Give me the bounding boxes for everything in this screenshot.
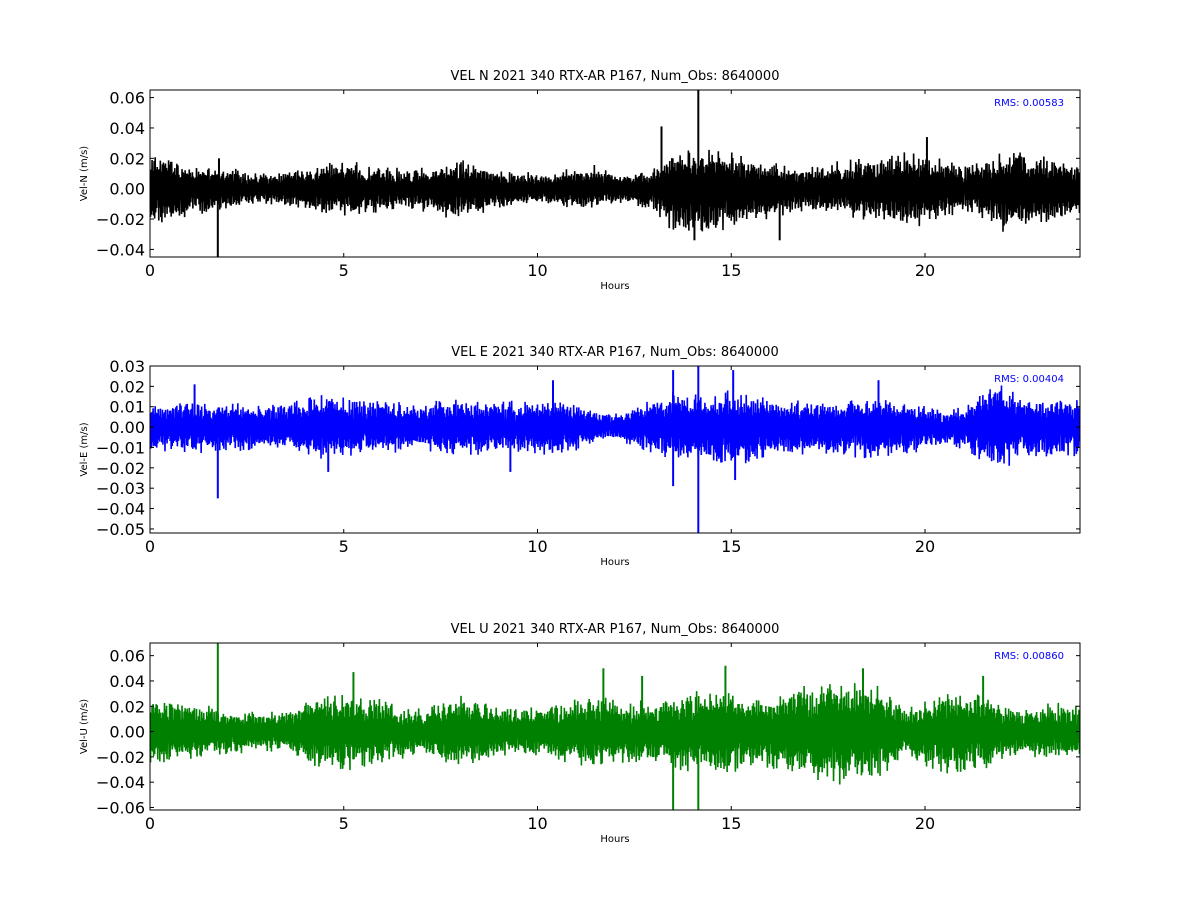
plot-frame bbox=[149, 89, 1081, 258]
y-tick-label: 0.04 bbox=[109, 119, 145, 138]
y-tick-label: 0.02 bbox=[109, 377, 145, 396]
x-tick-label: 10 bbox=[527, 261, 547, 280]
y-tick-label: 0.04 bbox=[109, 672, 145, 691]
y-tick-label: 0.06 bbox=[109, 89, 145, 108]
y-tick-label: −0.02 bbox=[96, 748, 145, 767]
y-tick-label: −0.05 bbox=[96, 520, 145, 539]
rms-annotation: RMS: 0.00583 bbox=[994, 98, 1064, 109]
series-line bbox=[150, 149, 1080, 232]
series-trace bbox=[150, 643, 1080, 810]
y-tick-label: 0.03 bbox=[109, 357, 145, 376]
chart-title: VEL N 2021 340 RTX-AR P167, Num_Obs: 864… bbox=[451, 69, 780, 84]
y-tick-label: −0.06 bbox=[96, 798, 145, 817]
y-tick-label: 0.02 bbox=[109, 697, 145, 716]
y-tick-label: −0.03 bbox=[96, 479, 145, 498]
x-tick-label: 5 bbox=[339, 537, 349, 556]
x-tick-label: 5 bbox=[339, 261, 349, 280]
x-tick-label: 10 bbox=[527, 814, 547, 833]
x-axis-label: Hours bbox=[600, 281, 629, 292]
y-tick-label: 0.01 bbox=[109, 398, 145, 417]
chart-title: VEL U 2021 340 RTX-AR P167, Num_Obs: 864… bbox=[451, 622, 780, 637]
y-tick-label: −0.01 bbox=[96, 438, 145, 457]
y-tick-label: −0.02 bbox=[96, 210, 145, 229]
x-tick-label: 20 bbox=[915, 537, 935, 556]
x-axis-label: Hours bbox=[600, 557, 629, 568]
y-tick-label: −0.04 bbox=[96, 240, 145, 259]
plot-frame bbox=[149, 365, 1081, 534]
series-trace bbox=[150, 366, 1080, 533]
y-axis-label: Vel-N (m/s) bbox=[79, 146, 90, 201]
y-tick-label: 0.02 bbox=[109, 149, 145, 168]
y-tick-label: 0.06 bbox=[109, 647, 145, 666]
y-tick-label: 0.00 bbox=[109, 418, 145, 437]
panel-3: 0 5 10 15 20 −0.06 −0.04 −0.02 0.00 0.02 0.04 0.06 V… bbox=[79, 622, 1081, 845]
y-axis-label: Vel-E (m/s) bbox=[79, 422, 90, 476]
chart-title: VEL E 2021 340 RTX-AR P167, Num_Obs: 864… bbox=[451, 345, 778, 360]
series-line bbox=[150, 385, 1080, 466]
series-trace bbox=[150, 90, 1080, 257]
y-tick-label: 0.00 bbox=[109, 180, 145, 199]
y-tick-label: 0.00 bbox=[109, 723, 145, 742]
rms-annotation: RMS: 0.00860 bbox=[994, 651, 1064, 662]
x-tick-label: 10 bbox=[527, 537, 547, 556]
panel-2: 0 5 10 15 20−0.05−0.04−0.03−0.02−0.010.000.0… bbox=[79, 345, 1081, 568]
x-tick-label: 15 bbox=[721, 261, 741, 280]
y-tick-label: −0.04 bbox=[96, 500, 145, 519]
x-tick-label: 20 bbox=[915, 814, 935, 833]
x-tick-label: 0 bbox=[145, 537, 155, 556]
x-tick-label: 5 bbox=[339, 814, 349, 833]
x-tick-label: 15 bbox=[721, 537, 741, 556]
y-tick-label: −0.04 bbox=[96, 773, 145, 792]
rms-annotation: RMS: 0.00404 bbox=[994, 374, 1064, 385]
x-tick-label: 0 bbox=[145, 814, 155, 833]
x-tick-label: 0 bbox=[145, 261, 155, 280]
x-tick-label: 20 bbox=[915, 261, 935, 280]
x-tick-label: 15 bbox=[721, 814, 741, 833]
y-tick-label: −0.02 bbox=[96, 459, 145, 478]
plot-frame bbox=[149, 642, 1081, 811]
x-axis-label: Hours bbox=[600, 834, 629, 845]
y-axis-label: Vel-U (m/s) bbox=[79, 699, 90, 754]
panel-1: 0 5 10 15 20 −0.04 −0.02 0.00 0.02 0.04 0.06 VEL N … bbox=[79, 69, 1081, 292]
series-line bbox=[150, 683, 1080, 785]
